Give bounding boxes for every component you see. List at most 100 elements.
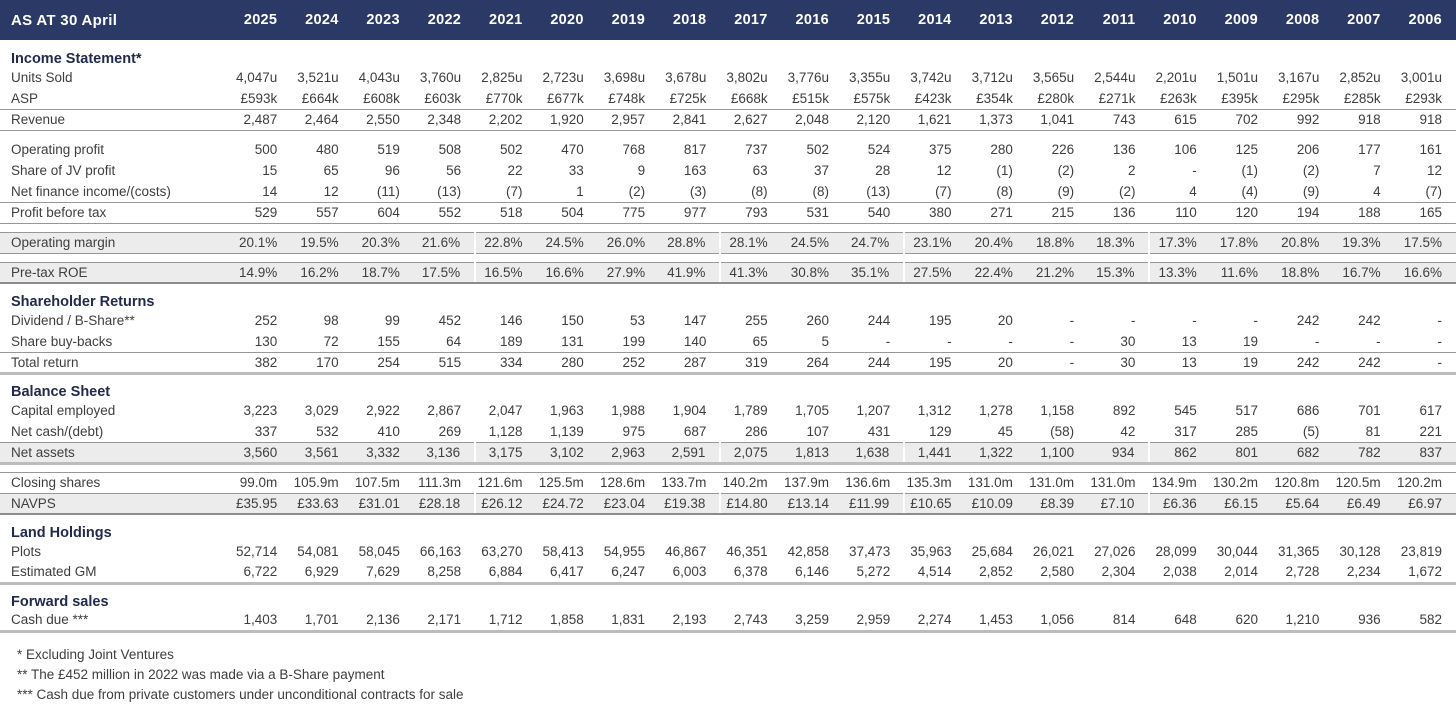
value-cell: 271 [965, 201, 1027, 224]
value-cell: 244 [867, 313, 891, 328]
value-cell: 21.6% [413, 231, 477, 254]
value-cell: 317 [1174, 423, 1197, 439]
value-cell: 131.0m [1026, 471, 1089, 494]
value-cell: 3,776u [787, 70, 829, 85]
row-label: Closing shares [0, 471, 230, 494]
value-cell: (2) [1302, 163, 1320, 178]
value-cell: - [1394, 351, 1456, 375]
value-cell: 136.6m [842, 471, 905, 494]
value-cell: 1,813 [781, 441, 843, 465]
row-label: Net assets [0, 441, 230, 465]
value-cell: 163 [683, 163, 707, 178]
value-cell: 1,373 [965, 108, 1027, 131]
value-cell: (7) [935, 183, 952, 199]
value-cell: 702 [1210, 108, 1273, 131]
value-cell: 936 [1333, 610, 1395, 633]
value-cell: 2,723u [542, 70, 584, 85]
value-cell: (7) [1425, 183, 1443, 199]
value-cell: 37,473 [848, 544, 891, 559]
value-cell: 19 [1243, 333, 1259, 349]
value-cell: 6,247 [597, 562, 660, 585]
value-cell: £664k [301, 90, 339, 106]
value-cell: 6,146 [781, 562, 843, 585]
value-cell: 6,417 [536, 562, 598, 585]
value-cell: £28.18 [413, 493, 477, 515]
table-row: Units Sold 4,047u 3,521u 4,043u 3,760u 2,825u… [0, 67, 1456, 88]
value-cell: 504 [536, 201, 598, 224]
value-cell: (11) [376, 183, 400, 199]
value-cell: 3,760u [419, 70, 462, 85]
value-cell: 14.9% [230, 261, 292, 284]
value-cell: 111.3m [413, 471, 476, 494]
value-cell: 242 [1272, 351, 1334, 375]
value-cell: £31.01 [352, 493, 414, 515]
value-cell: 2,048 [781, 108, 843, 131]
value-cell: £285k [1343, 90, 1381, 106]
value-cell: 53 [630, 313, 646, 328]
spacer-cell [0, 253, 1456, 262]
value-cell: 1,278 [979, 403, 1013, 418]
value-cell: 3,560 [230, 441, 292, 465]
value-cell: 189 [499, 333, 523, 349]
value-cell: £280k [1037, 90, 1075, 106]
value-cell: 1,672 [1394, 562, 1456, 585]
value-cell: 782 [1333, 441, 1395, 465]
value-cell: £293k [1405, 90, 1442, 106]
value-cell: 65 [323, 163, 339, 178]
value-cell: 2,957 [597, 108, 660, 131]
year-column-header: 2016 [781, 0, 843, 40]
value-cell: 260 [806, 313, 829, 328]
value-cell: 286 [745, 423, 768, 439]
value-cell: 5,272 [842, 562, 905, 585]
value-cell: £423k [914, 90, 952, 106]
value-cell: - [1192, 313, 1197, 328]
value-cell: 862 [1149, 441, 1211, 465]
year-column-header: 2013 [965, 0, 1027, 40]
value-cell: 15 [262, 163, 278, 178]
value-cell: 30.8% [781, 261, 843, 284]
value-cell: 140 [683, 333, 707, 349]
value-cell: 17.3% [1149, 231, 1211, 254]
value-cell: 17.5% [413, 261, 477, 284]
value-cell: 2,038 [1149, 562, 1211, 585]
value-cell: 41.9% [659, 261, 722, 284]
value-cell: - [1437, 313, 1443, 328]
value-cell: (13) [866, 183, 891, 199]
value-cell: 517 [1235, 403, 1259, 418]
year-column-header: 2023 [352, 0, 414, 40]
value-cell: 17.5% [1394, 231, 1456, 254]
table-row: Closing shares 99.0m 105.9m 107.5m 111.3m 121… [0, 471, 1456, 494]
section-header-row: Forward sales [0, 583, 1456, 610]
value-cell: 20 [965, 351, 1027, 375]
value-cell: 133.7m [659, 471, 721, 494]
value-cell: 3,223 [243, 403, 278, 418]
section-header-row: Shareholder Returns [0, 283, 1456, 310]
footnote-b-share: ** The £452 million in 2022 was made via… [17, 666, 385, 682]
value-cell: 701 [1358, 403, 1381, 418]
value-cell: £24.72 [536, 493, 598, 515]
year-column-header: 2014 [904, 0, 966, 40]
value-cell: 63 [752, 163, 768, 178]
value-cell: 35.1% [842, 261, 906, 284]
value-cell: (8) [812, 183, 829, 199]
value-cell: 22 [507, 163, 523, 178]
value-cell: 129 [929, 423, 952, 439]
spacer-cell [0, 223, 1456, 232]
value-cell: 107.5m [352, 471, 414, 494]
value-cell: 135.3m [904, 471, 966, 494]
year-column-header: 2018 [659, 0, 721, 40]
value-cell: 264 [781, 351, 843, 375]
value-cell: 1,904 [672, 403, 707, 418]
table-row: Total return 382 170 254 515 334 280 252 287 319 2… [0, 351, 1456, 375]
value-cell: £575k [853, 90, 891, 106]
value-cell: (2) [628, 183, 646, 199]
value-cell: 532 [316, 423, 339, 439]
value-cell: 255 [745, 313, 768, 328]
value-cell: 46,351 [726, 544, 768, 559]
value-cell: £10.09 [965, 493, 1027, 515]
value-cell: 1,831 [597, 610, 660, 633]
year-column-header: 2010 [1149, 0, 1211, 40]
section-title: Land Holdings [11, 525, 112, 541]
value-cell: 65 [752, 333, 768, 349]
footnotes: * Excluding Joint Ventures ** The £452 m… [0, 633, 1456, 705]
